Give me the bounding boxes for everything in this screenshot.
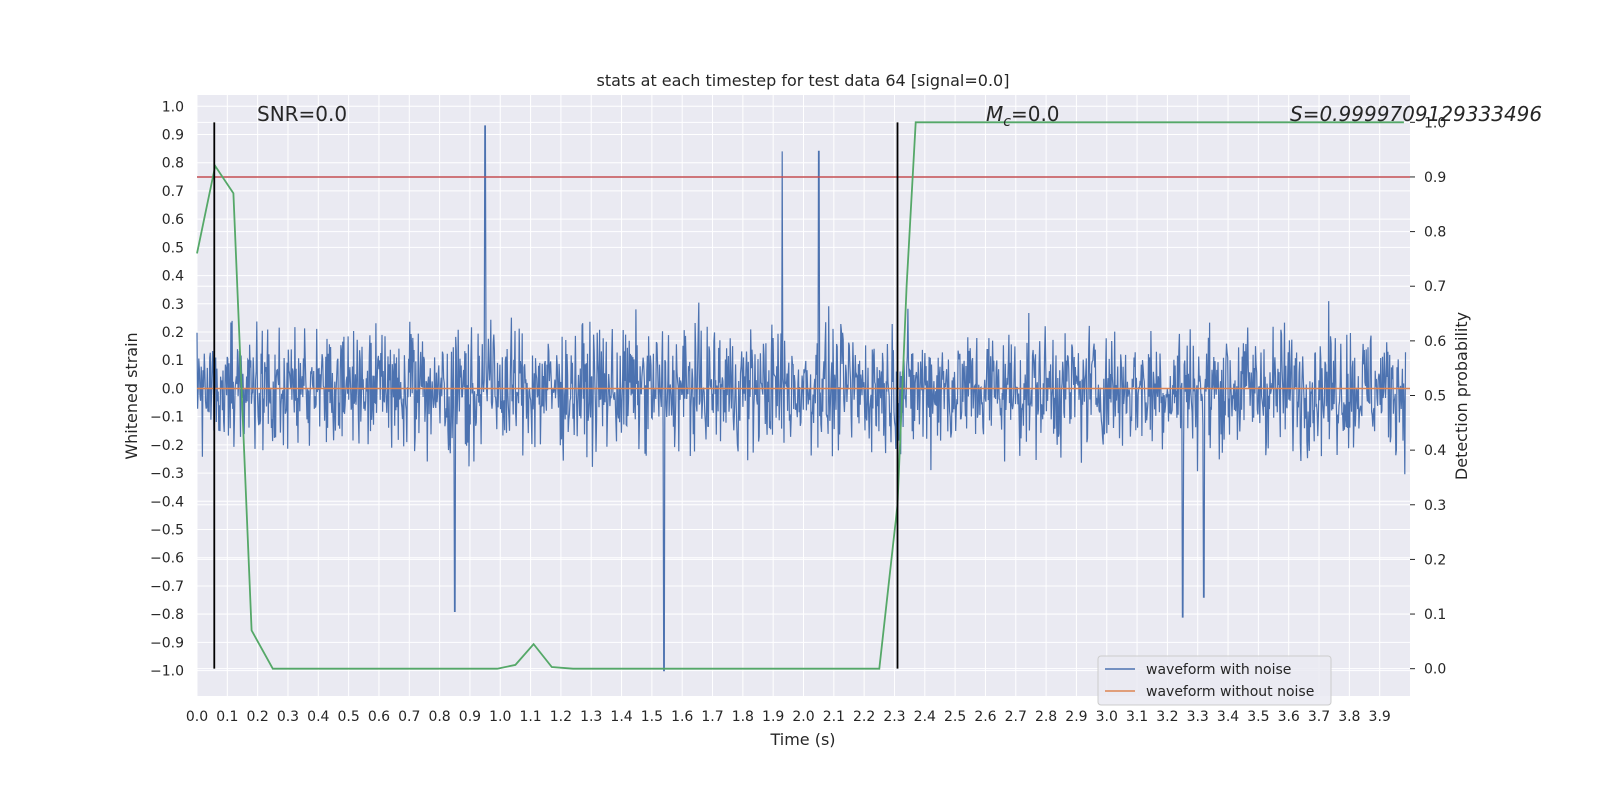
y-right-tick-label: 0.5 bbox=[1424, 389, 1446, 405]
x-tick-label: 0.1 bbox=[216, 709, 238, 725]
y-axis-label-right: Detection probability bbox=[1452, 312, 1471, 480]
x-tick-label: 0.7 bbox=[398, 709, 420, 725]
y-left-tick-label: 0.3 bbox=[162, 297, 184, 313]
x-tick-label: 0.0 bbox=[186, 709, 208, 725]
y-left-tick-label: 0.8 bbox=[162, 156, 184, 172]
y-right-tick-label: 0.1 bbox=[1424, 607, 1446, 623]
x-tick-label: 3.6 bbox=[1278, 709, 1300, 725]
y-right-tick-label: 0.6 bbox=[1424, 334, 1446, 350]
y-right-tick-label: 0.0 bbox=[1424, 662, 1446, 678]
y-right-tick-label: 0.2 bbox=[1424, 552, 1446, 568]
x-tick-label: 1.9 bbox=[762, 709, 784, 725]
x-tick-label: 2.8 bbox=[1035, 709, 1057, 725]
x-tick-label: 0.2 bbox=[247, 709, 269, 725]
y-left-tick-label: −0.6 bbox=[150, 551, 184, 567]
y-right-tick-label: 0.8 bbox=[1424, 225, 1446, 241]
x-tick-label: 1.1 bbox=[519, 709, 541, 725]
legend-label-clean: waveform without noise bbox=[1146, 684, 1314, 700]
series-line-waveform-with-noise bbox=[196, 125, 1407, 672]
y-left-tick-label: −0.1 bbox=[150, 410, 184, 426]
s-annotation: S=0.9999709129333496 bbox=[1290, 102, 1542, 126]
x-tick-label: 0.6 bbox=[368, 709, 390, 725]
x-tick-label: 1.0 bbox=[489, 709, 511, 725]
x-tick-label: 2.1 bbox=[823, 709, 845, 725]
x-tick-label: 1.2 bbox=[550, 709, 572, 725]
x-tick-label: 2.7 bbox=[1005, 709, 1027, 725]
x-tick-label: 3.9 bbox=[1369, 709, 1391, 725]
y-right-tick-label: 0.7 bbox=[1424, 279, 1446, 295]
x-tick-label: 0.4 bbox=[307, 709, 329, 725]
y-right-tick-label: 0.3 bbox=[1424, 498, 1446, 514]
y-left-tick-label: 1.0 bbox=[162, 99, 184, 115]
x-tick-label: 2.3 bbox=[883, 709, 905, 725]
x-tick-label: 2.0 bbox=[792, 709, 814, 725]
y-right-tick-label: 1.0 bbox=[1424, 115, 1446, 131]
x-tick-label: 1.4 bbox=[610, 709, 632, 725]
x-tick-label: 3.0 bbox=[1096, 709, 1118, 725]
x-tick-label: 1.8 bbox=[732, 709, 754, 725]
axis-ticks: 0.0 0.1 0.2 0.3 0.4 0.5 0.6 0.7 0.8 0.9 1.0 1.1 1.2 1… bbox=[150, 99, 1446, 725]
x-tick-label: 3.7 bbox=[1308, 709, 1330, 725]
y-left-tick-label: 0.9 bbox=[162, 128, 184, 144]
y-left-tick-label: −0.5 bbox=[150, 523, 184, 539]
y-right-tick-label: 0.4 bbox=[1424, 443, 1446, 459]
legend-box bbox=[1097, 655, 1332, 706]
y-left-tick-label: −0.4 bbox=[150, 494, 184, 510]
y-left-tick-label: −0.8 bbox=[150, 607, 184, 623]
y-left-tick-label: −0.2 bbox=[150, 438, 184, 454]
x-tick-label: 3.2 bbox=[1156, 709, 1178, 725]
y-left-tick-label: −0.3 bbox=[150, 466, 184, 482]
x-tick-label: 2.6 bbox=[974, 709, 996, 725]
x-tick-label: 3.4 bbox=[1217, 709, 1239, 725]
x-tick-label: 3.8 bbox=[1338, 709, 1360, 725]
x-tick-label: 1.5 bbox=[641, 709, 663, 725]
x-tick-label: 2.9 bbox=[1065, 709, 1087, 725]
x-tick-label: 1.6 bbox=[671, 709, 693, 725]
y-left-tick-label: 0.4 bbox=[162, 269, 184, 285]
y-left-tick-label: 0.5 bbox=[162, 240, 184, 256]
x-tick-label: 2.4 bbox=[914, 709, 936, 725]
snr-annotation: SNR=0.0 bbox=[257, 102, 347, 126]
y-axis-label-left: Whitened strain bbox=[122, 332, 141, 459]
x-tick-label: 1.7 bbox=[701, 709, 723, 725]
y-right-tick-label: 0.9 bbox=[1424, 170, 1446, 186]
x-tick-label: 0.9 bbox=[459, 709, 481, 725]
chart-title: stats at each timestep for test data 64 … bbox=[597, 71, 1010, 90]
x-tick-label: 2.2 bbox=[853, 709, 875, 725]
mc-annotation: Mc=0.0 bbox=[986, 102, 1060, 130]
x-tick-label: 3.3 bbox=[1187, 709, 1209, 725]
chart-marks bbox=[196, 121, 1410, 672]
y-left-tick-label: 0.6 bbox=[162, 212, 184, 228]
x-tick-label: 1.3 bbox=[580, 709, 602, 725]
y-left-tick-label: −1.0 bbox=[150, 664, 184, 680]
legend: waveform with noise waveform without noi… bbox=[1097, 655, 1332, 706]
x-tick-label: 3.1 bbox=[1126, 709, 1148, 725]
x-axis-label: Time (s) bbox=[769, 730, 835, 749]
x-tick-label: 2.5 bbox=[944, 709, 966, 725]
y-left-tick-label: 0.7 bbox=[162, 184, 184, 200]
x-tick-label: 0.8 bbox=[428, 709, 450, 725]
y-left-tick-label: 0.0 bbox=[162, 381, 184, 397]
y-left-tick-label: 0.2 bbox=[162, 325, 184, 341]
x-tick-label: 0.3 bbox=[277, 709, 299, 725]
legend-label-noise: waveform with noise bbox=[1146, 662, 1291, 678]
y-left-tick-label: 0.1 bbox=[162, 353, 184, 369]
y-left-tick-label: −0.7 bbox=[150, 579, 184, 595]
x-tick-label: 3.5 bbox=[1247, 709, 1269, 725]
series-line-detection-probability bbox=[196, 121, 1404, 670]
x-tick-label: 0.5 bbox=[337, 709, 359, 725]
y-left-tick-label: −0.9 bbox=[150, 635, 184, 651]
